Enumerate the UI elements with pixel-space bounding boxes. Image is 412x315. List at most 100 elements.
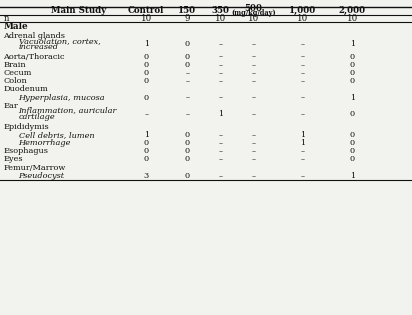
Text: –: – [218, 40, 222, 48]
Text: –: – [218, 53, 222, 61]
Text: n: n [3, 14, 9, 23]
Text: 0: 0 [185, 40, 190, 48]
Text: 0: 0 [350, 110, 355, 118]
Text: –: – [251, 69, 255, 77]
Text: 1: 1 [218, 110, 223, 118]
Text: 0: 0 [350, 139, 355, 147]
Text: 9: 9 [185, 14, 190, 23]
Text: Ear: Ear [3, 102, 18, 110]
Text: –: – [251, 131, 255, 139]
Text: 500: 500 [244, 4, 262, 13]
Text: –: – [251, 139, 255, 147]
Text: 0: 0 [144, 147, 149, 155]
Text: 0: 0 [144, 139, 149, 147]
Text: –: – [301, 94, 305, 102]
Text: 0: 0 [144, 69, 149, 77]
Text: 0: 0 [185, 139, 190, 147]
Text: –: – [218, 61, 222, 69]
Text: –: – [301, 40, 305, 48]
Text: Cecum: Cecum [3, 69, 32, 77]
Text: 1: 1 [300, 139, 305, 147]
Text: 0: 0 [350, 61, 355, 69]
Text: –: – [301, 155, 305, 163]
Text: 0: 0 [144, 155, 149, 163]
Text: Hyperplasia, mucosa: Hyperplasia, mucosa [19, 94, 105, 102]
Text: –: – [185, 69, 190, 77]
Text: 3: 3 [144, 172, 149, 180]
Text: –: – [251, 155, 255, 163]
Text: –: – [251, 61, 255, 69]
Text: –: – [251, 110, 255, 118]
Text: –: – [301, 172, 305, 180]
Text: –: – [301, 53, 305, 61]
Text: 0: 0 [185, 147, 190, 155]
Text: –: – [251, 172, 255, 180]
Text: 1: 1 [350, 172, 355, 180]
Text: 10: 10 [248, 14, 259, 23]
Text: Colon: Colon [3, 77, 27, 85]
Text: Hemorrhage: Hemorrhage [19, 139, 71, 147]
Text: Brain: Brain [3, 61, 26, 69]
Text: 0: 0 [144, 77, 149, 85]
Text: Control: Control [128, 6, 164, 15]
Text: 0: 0 [185, 61, 190, 69]
Text: 1: 1 [144, 40, 149, 48]
Text: Esophagus: Esophagus [3, 147, 48, 155]
Text: increased: increased [19, 43, 59, 51]
Text: 0: 0 [350, 69, 355, 77]
Text: –: – [301, 77, 305, 85]
Text: 0: 0 [185, 172, 190, 180]
Text: 10: 10 [346, 14, 358, 23]
Text: 1: 1 [350, 40, 355, 48]
Text: –: – [218, 172, 222, 180]
Text: –: – [144, 110, 148, 118]
Text: 350: 350 [211, 6, 229, 15]
Text: 0: 0 [350, 53, 355, 61]
Text: 0: 0 [144, 94, 149, 102]
Text: 0: 0 [144, 61, 149, 69]
Text: 0: 0 [185, 155, 190, 163]
Text: Aorta/Thoracic: Aorta/Thoracic [3, 53, 65, 61]
Text: –: – [251, 40, 255, 48]
Text: –: – [301, 147, 305, 155]
Text: –: – [301, 69, 305, 77]
Text: –: – [218, 77, 222, 85]
Text: –: – [218, 155, 222, 163]
Text: Vacuolation, cortex,: Vacuolation, cortex, [19, 37, 101, 45]
Text: Adrenal glands: Adrenal glands [3, 32, 65, 40]
Text: Pseudocyst: Pseudocyst [19, 172, 65, 180]
Text: 10: 10 [215, 14, 226, 23]
Text: –: – [218, 147, 222, 155]
Text: 10: 10 [297, 14, 309, 23]
Text: 1: 1 [300, 131, 305, 139]
Text: 0: 0 [350, 155, 355, 163]
Text: Eyes: Eyes [3, 155, 23, 163]
Text: 150: 150 [178, 6, 197, 15]
Text: 0: 0 [144, 53, 149, 61]
Text: –: – [301, 61, 305, 69]
Text: 0: 0 [185, 53, 190, 61]
Text: –: – [218, 139, 222, 147]
Text: –: – [185, 110, 190, 118]
Text: Duodenum: Duodenum [3, 85, 48, 94]
Text: 1: 1 [350, 94, 355, 102]
Text: Main Study: Main Study [51, 6, 106, 15]
Text: –: – [251, 53, 255, 61]
Text: –: – [218, 69, 222, 77]
Text: –: – [218, 131, 222, 139]
Text: 0: 0 [350, 147, 355, 155]
Text: Inflammation, auricular: Inflammation, auricular [19, 107, 117, 115]
Text: cartilage: cartilage [19, 113, 55, 121]
Text: –: – [185, 94, 190, 102]
Text: 0: 0 [350, 77, 355, 85]
Text: –: – [218, 94, 222, 102]
Text: Male: Male [3, 22, 28, 31]
Text: 2,000: 2,000 [339, 6, 366, 15]
Text: –: – [251, 77, 255, 85]
Text: 1: 1 [144, 131, 149, 139]
Text: –: – [185, 77, 190, 85]
Text: 1,000: 1,000 [289, 6, 316, 15]
Text: Cell debris, lumen: Cell debris, lumen [19, 131, 94, 139]
Text: 10: 10 [140, 14, 152, 23]
Text: Epididymis: Epididymis [3, 123, 49, 131]
